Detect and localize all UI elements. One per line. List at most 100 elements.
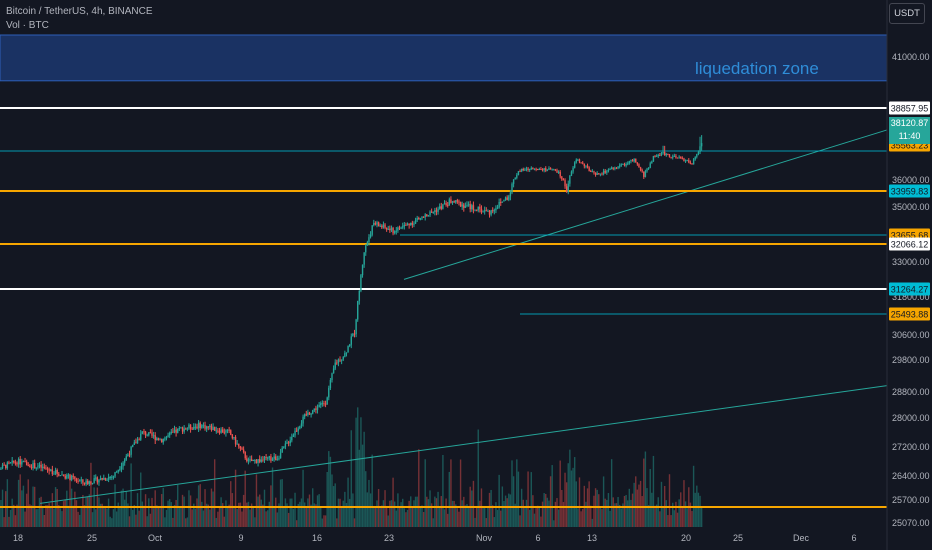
volume-bar (524, 506, 526, 527)
volume-bar (522, 499, 524, 527)
candle-body (355, 319, 357, 335)
currency-button[interactable]: USDT (889, 3, 925, 24)
candle-body (340, 359, 343, 361)
candle-body (427, 215, 430, 217)
candle-body (694, 156, 696, 160)
trendlines[interactable] (39, 129, 888, 504)
candle (548, 166, 550, 171)
candle (270, 453, 272, 463)
candle-body (498, 201, 500, 208)
volume-bar (402, 498, 404, 527)
candle-body (130, 446, 132, 455)
candle-body (546, 169, 549, 171)
candle (586, 163, 589, 169)
candle-body (217, 430, 219, 432)
candle-body (133, 442, 136, 445)
candle-body (312, 410, 314, 414)
candle (111, 475, 113, 481)
volume-bar (310, 504, 312, 527)
candle (16, 461, 18, 467)
candle-body (151, 432, 153, 436)
candle-body (250, 459, 253, 462)
candle (75, 477, 78, 483)
volume-bar (222, 503, 224, 527)
candle-body (202, 425, 205, 427)
candle (495, 205, 497, 214)
volume-bar (438, 506, 441, 527)
candle-body (24, 461, 26, 463)
candle (258, 455, 261, 464)
volume-bar (138, 510, 140, 527)
candle (377, 221, 380, 227)
volume-bar (72, 505, 74, 527)
candle (201, 424, 203, 429)
volume-bar (365, 471, 367, 527)
candle-body (348, 344, 351, 347)
candle (88, 480, 91, 487)
liquidation-zone-box[interactable] (0, 34, 888, 82)
volume-bar (257, 496, 259, 527)
volume-bar (636, 489, 639, 527)
rising-support-trendline[interactable] (403, 129, 888, 280)
volume-bar (43, 515, 46, 527)
candle-body (281, 447, 283, 453)
candle (455, 200, 457, 204)
candle-body (249, 459, 251, 461)
volume-bar (649, 468, 651, 527)
candle-body (353, 333, 356, 335)
candle-body (549, 168, 552, 170)
volume-bar (172, 517, 174, 527)
volume-bar (657, 497, 659, 527)
horizontal-levels[interactable] (0, 107, 887, 508)
candle (239, 445, 242, 452)
candle (307, 409, 309, 417)
volume-bar (287, 512, 290, 527)
candle-body (406, 223, 409, 226)
candle-body (337, 359, 340, 363)
candle (434, 207, 436, 216)
candle (366, 240, 369, 246)
candle-body (455, 200, 457, 203)
candle (427, 214, 430, 217)
candle (467, 201, 470, 207)
symbol-legend[interactable]: Bitcoin / TetherUS, 4h, BINANCE (6, 6, 153, 17)
candle (387, 225, 389, 230)
candle-body (570, 171, 573, 176)
candle-body (27, 465, 29, 467)
volume-bar (231, 493, 234, 527)
volume-bar (249, 509, 251, 527)
candle-body (175, 429, 177, 433)
candle (331, 372, 333, 383)
volume-bar (419, 506, 422, 527)
candle-body (575, 159, 577, 163)
volume-bar (373, 506, 375, 527)
volume-bar (247, 501, 250, 527)
candle-body (667, 154, 669, 156)
candle (122, 461, 124, 470)
volume-bar (152, 508, 155, 527)
candle (199, 421, 201, 431)
candle-body (135, 442, 137, 444)
volume-legend[interactable]: Vol · BTC (6, 20, 49, 31)
candle-body (655, 155, 658, 157)
volume-bar (506, 498, 508, 527)
candle-body (167, 435, 169, 437)
volume-bar (119, 507, 121, 527)
volume-bar (389, 500, 391, 527)
candle (371, 225, 373, 237)
candle-body (387, 228, 389, 230)
candle-body (334, 362, 336, 369)
candle (438, 203, 441, 210)
candle (25, 459, 28, 466)
candle (83, 482, 86, 486)
volume-bar (151, 497, 153, 527)
candle (308, 411, 311, 415)
long-trendline[interactable] (39, 385, 888, 504)
volume-bar (641, 496, 643, 527)
candle (336, 359, 338, 365)
candle (389, 225, 391, 233)
candle (384, 223, 386, 230)
volume-bar (278, 503, 280, 527)
